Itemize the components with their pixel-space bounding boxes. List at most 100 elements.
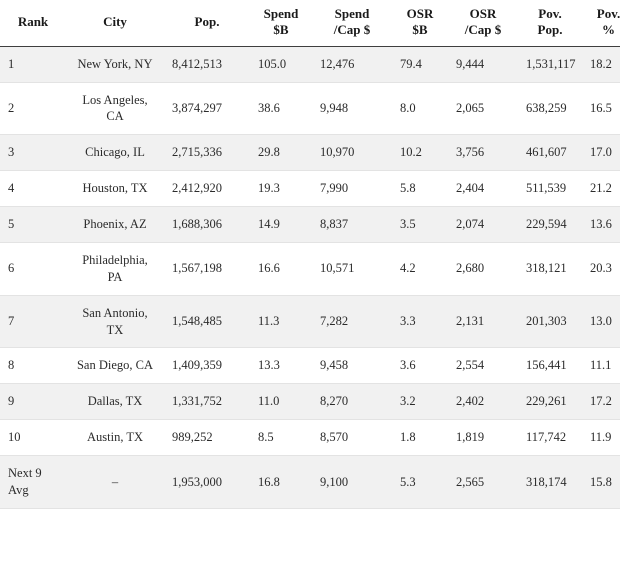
header-row: Rank City Pop. Spend $B Spend /Cap $ OSR… [0, 0, 620, 47]
cell-osr-per-cap: 1,819 [448, 419, 518, 457]
cell-spend-b: 8.5 [250, 419, 312, 457]
cell-poverty-pop: 318,174 [518, 455, 582, 509]
column-header-poverty-pct[interactable]: Pov. % [582, 0, 620, 47]
cell-rank: 10 [0, 419, 66, 457]
cell-poverty-pct: 13.0 [582, 295, 620, 349]
cell-spend-b: 38.6 [250, 82, 312, 136]
column-header-poverty-pct-line2: % [602, 21, 615, 37]
cell-pop: 989,252 [164, 419, 250, 457]
column-header-osr-b-line1: OSR [406, 6, 434, 21]
cell-pop: 3,874,297 [164, 82, 250, 136]
cell-spend-b: 11.3 [250, 295, 312, 349]
table-row[interactable]: 6 Philadelphia, PA 1,567,198 16.6 10,571… [0, 242, 620, 296]
table-row[interactable]: 5 Phoenix, AZ 1,688,306 14.9 8,837 3.5 2… [0, 206, 620, 243]
cell-osr-per-cap: 9,444 [448, 46, 518, 83]
cell-poverty-pct: 17.2 [582, 383, 620, 421]
cell-osr-b: 5.3 [392, 455, 448, 509]
column-header-spend-per-cap-line1: Spend [334, 6, 370, 21]
cell-poverty-pct: 17.0 [582, 134, 620, 172]
cell-rank: 3 [0, 134, 66, 172]
column-header-osr-per-cap[interactable]: OSR /Cap $ [448, 0, 518, 47]
cell-pop: 2,412,920 [164, 170, 250, 208]
table-row[interactable]: 4 Houston, TX 2,412,920 19.3 7,990 5.8 2… [0, 170, 620, 208]
cell-pop: 8,412,513 [164, 46, 250, 83]
column-header-spend-b-line1: Spend [263, 6, 299, 21]
cell-city: Phoenix, AZ [66, 206, 164, 243]
column-header-spend-b[interactable]: Spend $B [250, 0, 312, 47]
cell-poverty-pop: 511,539 [518, 170, 582, 208]
cell-rank: 2 [0, 82, 66, 136]
column-header-rank[interactable]: Rank [0, 0, 66, 47]
cell-poverty-pop: 156,441 [518, 347, 582, 385]
cell-rank: 9 [0, 383, 66, 421]
cell-pop: 1,409,359 [164, 347, 250, 385]
cell-poverty-pop: 201,303 [518, 295, 582, 349]
table-row[interactable]: 10 Austin, TX 989,252 8.5 8,570 1.8 1,81… [0, 419, 620, 457]
cell-spend-per-cap: 8,270 [312, 383, 392, 421]
cell-rank: 8 [0, 347, 66, 385]
table-row[interactable]: 8 San Diego, CA 1,409,359 13.3 9,458 3.6… [0, 347, 620, 385]
cell-rank: 5 [0, 206, 66, 243]
cell-poverty-pct: 18.2 [582, 46, 620, 83]
cell-osr-b: 4.2 [392, 242, 448, 296]
cell-poverty-pct: 20.3 [582, 242, 620, 296]
table-row[interactable]: 9 Dallas, TX 1,331,752 11.0 8,270 3.2 2,… [0, 383, 620, 421]
table-row-summary[interactable]: Next 9 Avg – 1,953,000 16.8 9,100 5.3 2,… [0, 455, 620, 509]
cell-spend-b: 19.3 [250, 170, 312, 208]
column-header-spend-per-cap[interactable]: Spend /Cap $ [312, 0, 392, 47]
column-header-spend-b-line2: $B [273, 21, 289, 37]
cell-osr-per-cap: 2,565 [448, 455, 518, 509]
cell-spend-per-cap: 9,948 [312, 82, 392, 136]
cell-poverty-pct: 11.9 [582, 419, 620, 457]
cell-city: Philadelphia, PA [66, 242, 164, 296]
cell-osr-per-cap: 2,402 [448, 383, 518, 421]
column-header-rank-line1: Rank [17, 13, 49, 29]
cell-rank: 6 [0, 242, 66, 296]
cell-city: Dallas, TX [66, 383, 164, 421]
cell-spend-per-cap: 10,571 [312, 242, 392, 296]
cell-spend-per-cap: 8,570 [312, 419, 392, 457]
column-header-osr-b[interactable]: OSR $B [392, 0, 448, 47]
cell-poverty-pop: 229,594 [518, 206, 582, 243]
cell-poverty-pop: 318,121 [518, 242, 582, 296]
column-header-city-line1: City [103, 13, 127, 29]
cell-osr-b: 1.8 [392, 419, 448, 457]
table-row[interactable]: 3 Chicago, IL 2,715,336 29.8 10,970 10.2… [0, 134, 620, 172]
cell-osr-b: 8.0 [392, 82, 448, 136]
cell-city: Chicago, IL [66, 134, 164, 172]
cell-rank: 4 [0, 170, 66, 208]
cell-spend-per-cap: 9,458 [312, 347, 392, 385]
cell-osr-per-cap: 2,554 [448, 347, 518, 385]
cell-osr-b: 3.3 [392, 295, 448, 349]
table-row[interactable]: 2 Los Angeles, CA 3,874,297 38.6 9,948 8… [0, 82, 620, 136]
cell-osr-per-cap: 2,680 [448, 242, 518, 296]
column-header-city[interactable]: City [66, 0, 164, 47]
cell-poverty-pop: 117,742 [518, 419, 582, 457]
cell-poverty-pop: 1,531,117 [518, 46, 582, 83]
cell-poverty-pct: 16.5 [582, 82, 620, 136]
cell-city: Los Angeles, CA [66, 82, 164, 136]
city-spending-table: Rank City Pop. Spend $B Spend /Cap $ OSR… [0, 0, 620, 509]
cell-spend-b: 29.8 [250, 134, 312, 172]
cell-poverty-pop: 638,259 [518, 82, 582, 136]
cell-pop: 1,548,485 [164, 295, 250, 349]
cell-rank: 7 [0, 295, 66, 349]
cell-city: Houston, TX [66, 170, 164, 208]
cell-spend-per-cap: 7,990 [312, 170, 392, 208]
column-header-poverty-pop[interactable]: Pov. Pop. [518, 0, 582, 47]
cell-pop: 1,688,306 [164, 206, 250, 243]
cell-spend-b: 14.9 [250, 206, 312, 243]
cell-poverty-pct: 11.1 [582, 347, 620, 385]
column-header-osr-per-cap-line2: /Cap $ [464, 21, 502, 37]
cell-city: San Antonio, TX [66, 295, 164, 349]
table-row[interactable]: 7 San Antonio, TX 1,548,485 11.3 7,282 3… [0, 295, 620, 349]
table-row[interactable]: 1 New York, NY 8,412,513 105.0 12,476 79… [0, 46, 620, 83]
cell-rank: 1 [0, 46, 66, 83]
cell-city: – [66, 455, 164, 509]
cell-spend-b: 16.6 [250, 242, 312, 296]
column-header-pop[interactable]: Pop. [164, 0, 250, 47]
cell-poverty-pop: 229,261 [518, 383, 582, 421]
cell-osr-b: 3.5 [392, 206, 448, 243]
cell-osr-b: 10.2 [392, 134, 448, 172]
column-header-osr-b-line2: $B [412, 21, 428, 37]
